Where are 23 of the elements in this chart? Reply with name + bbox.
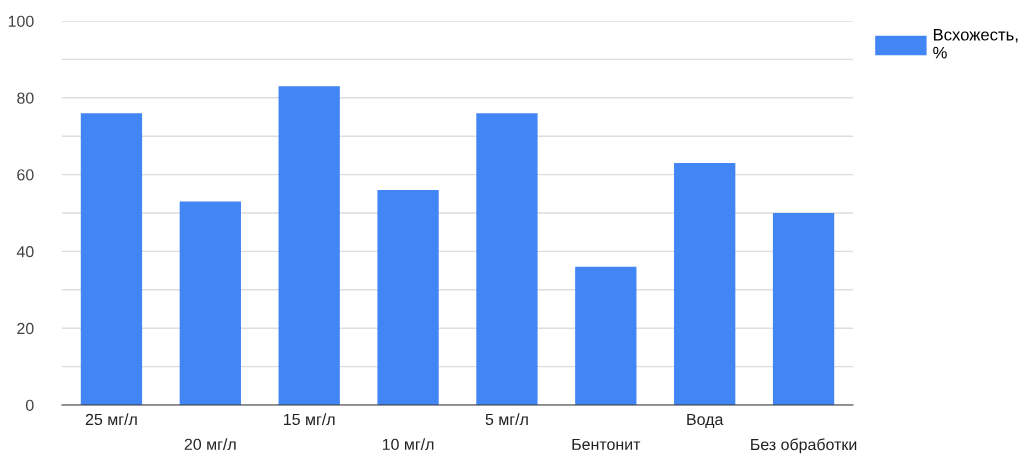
bar: [674, 163, 736, 405]
bar: [80, 113, 143, 405]
x-tick-label: 5 мг/л: [485, 413, 528, 426]
x-tick-label: Бентонит: [572, 438, 641, 451]
x-tick-label: Без обработки: [751, 438, 857, 454]
bar: [377, 189, 439, 405]
x-tick-label: Вода: [687, 413, 724, 429]
x-tick-label: 10 мг/л: [382, 438, 434, 451]
y-tick-label: 40: [16, 246, 34, 258]
y-tick-label: 0: [25, 399, 34, 411]
x-tick-label: 15 мг/л: [284, 413, 335, 426]
bar: [179, 201, 241, 405]
bar: [278, 86, 340, 405]
y-tick-label: 80: [17, 92, 34, 104]
legend-label: Всхожесть, %: [933, 28, 1018, 59]
y-tick-label: 20: [17, 322, 34, 335]
y-tick-label: 100: [8, 15, 34, 27]
bar: [772, 213, 835, 405]
bar: [575, 266, 637, 405]
x-tick-label: 25 мг/л: [85, 413, 137, 426]
bar: [476, 113, 538, 405]
y-tick-label: 60: [17, 169, 34, 181]
x-tick-label: 20 мг/л: [184, 438, 236, 451]
